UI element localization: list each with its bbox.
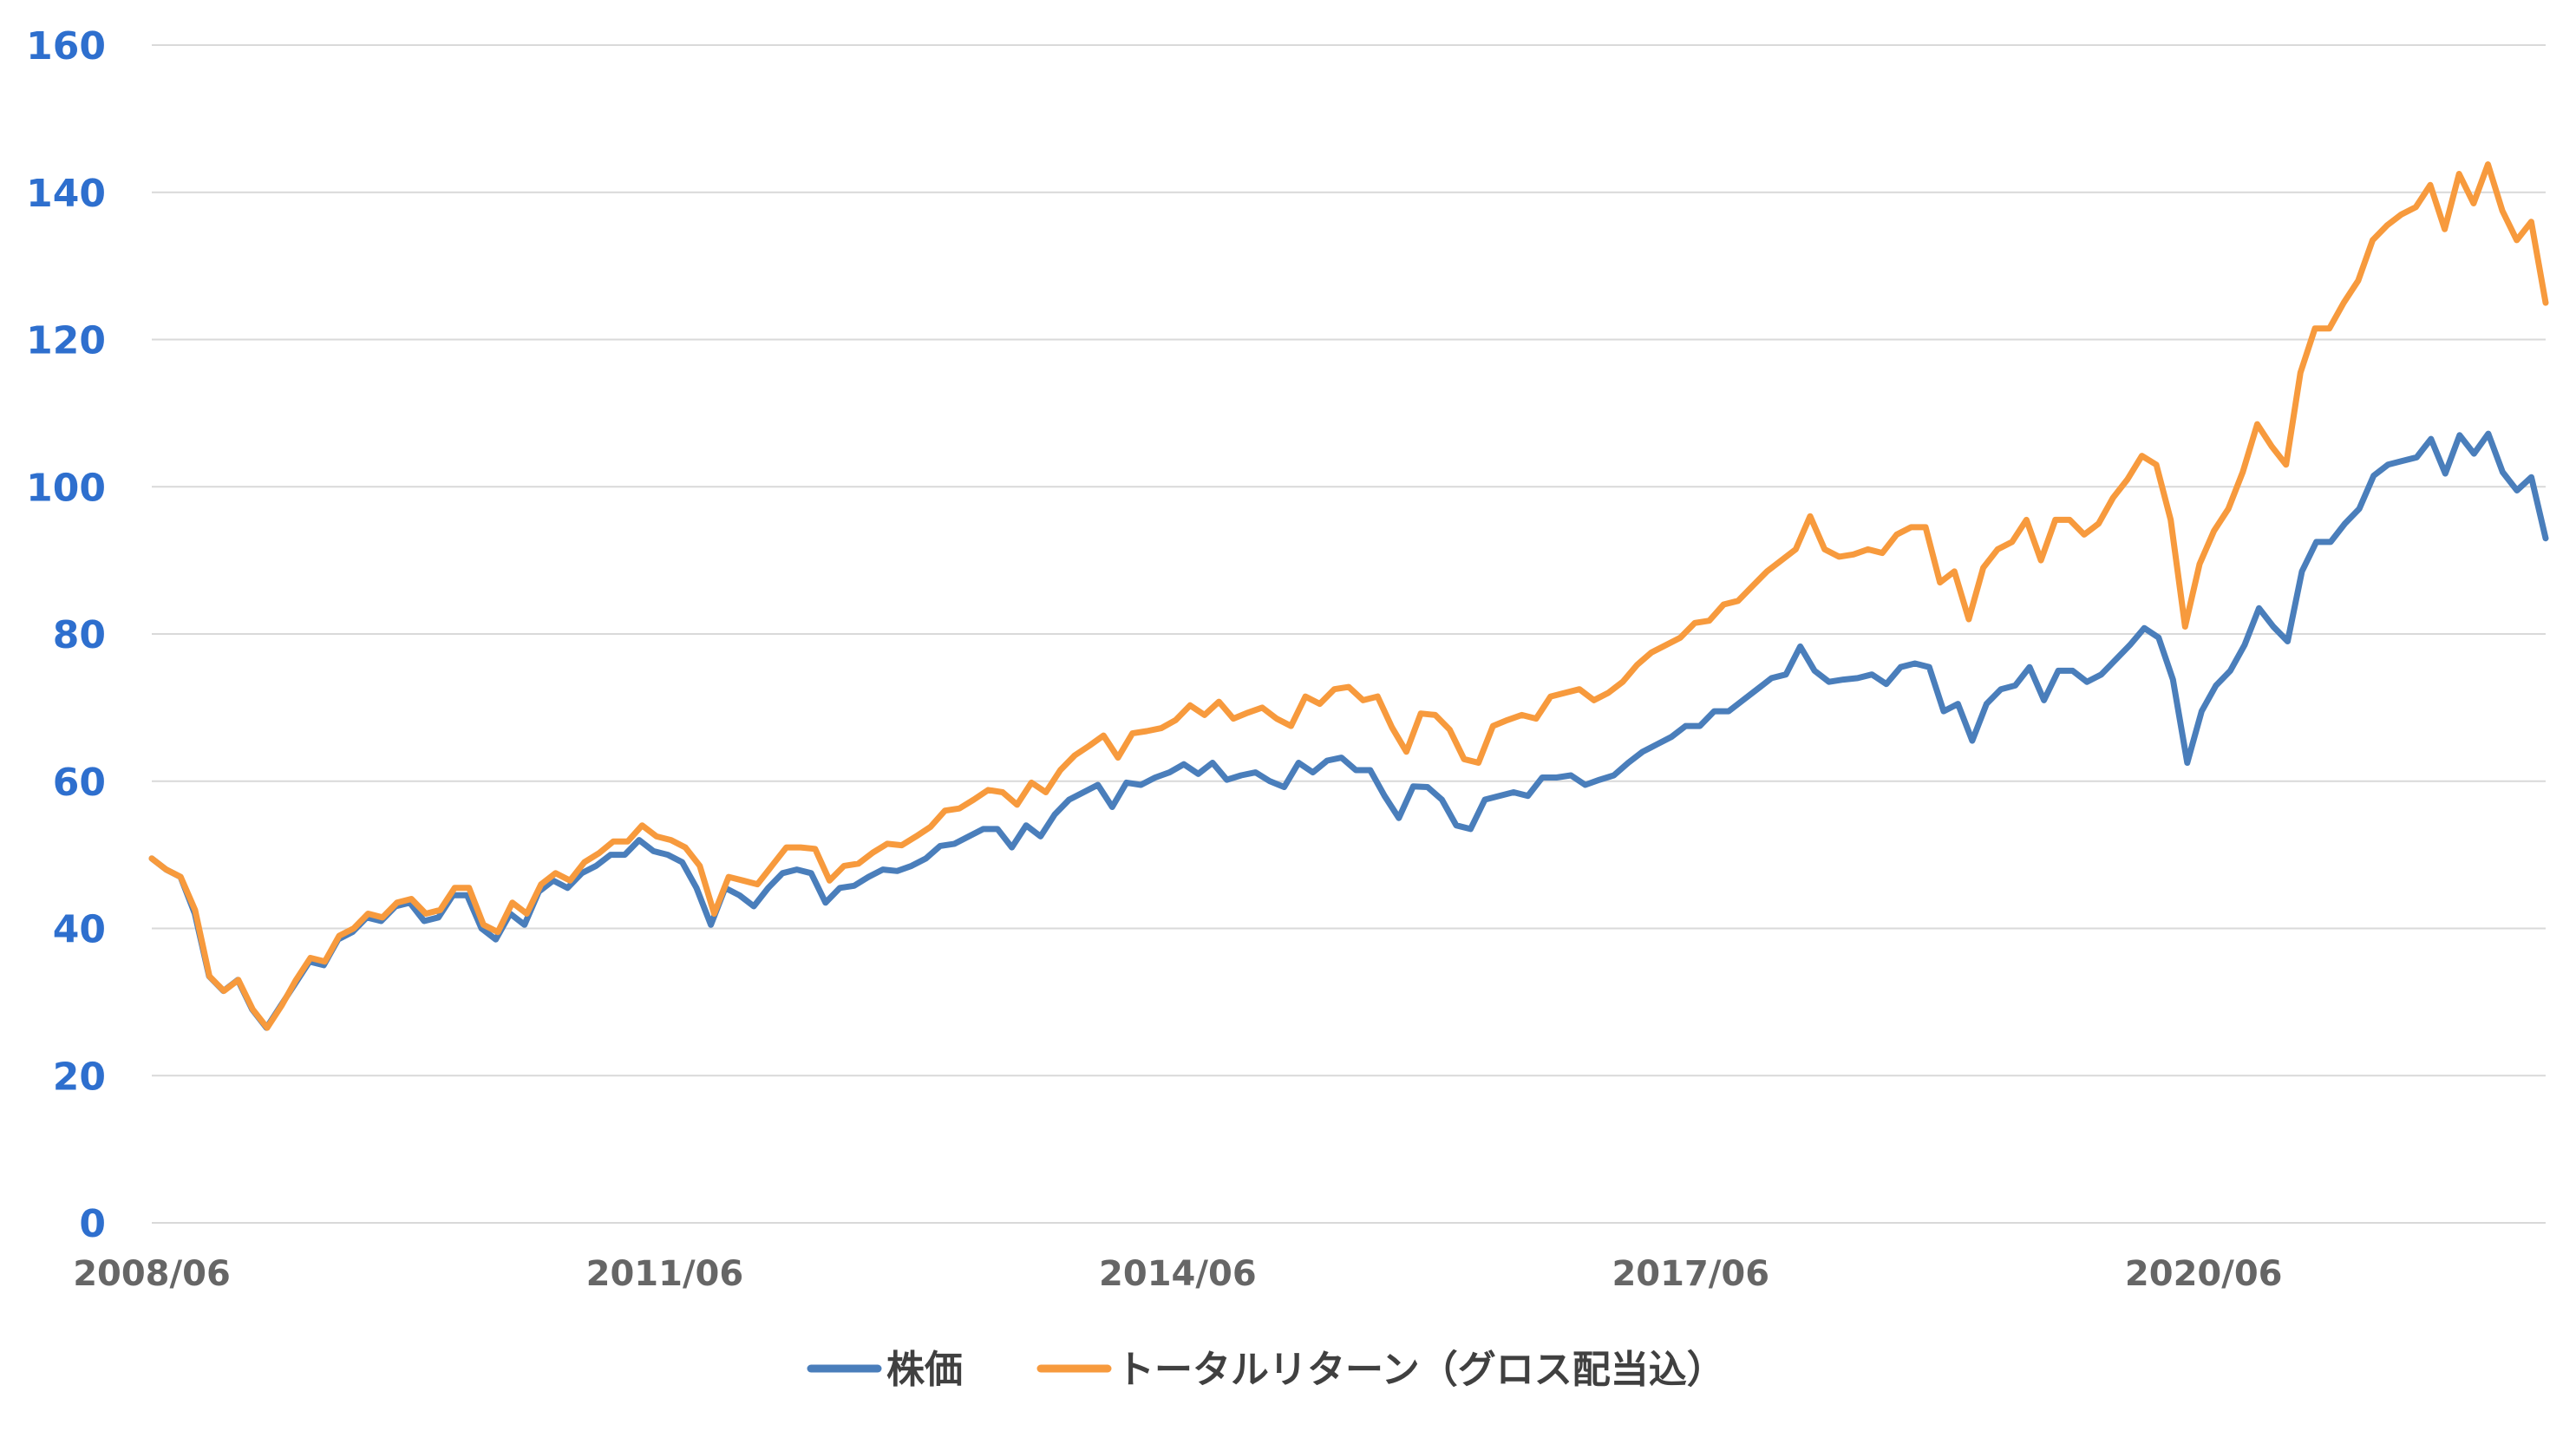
y-tick-label: 20 [53, 1055, 106, 1099]
grid-lines [152, 44, 2546, 1224]
y-tick-label: 140 [26, 172, 106, 216]
series-line-price [148, 430, 2549, 1031]
x-tick-label: 2011/06 [586, 1254, 744, 1294]
y-tick-label: 120 [26, 319, 106, 363]
legend: 株価 トータルリターン（グロス配当込） [807, 1348, 1725, 1392]
series-line-total-return [148, 161, 2549, 1031]
x-axis-ticks: 2008/06 2011/06 2014/06 2017/06 2020/06 [73, 1254, 2282, 1294]
y-tick-label: 100 [26, 466, 106, 510]
y-axis-ticks: 0 20 40 60 80 100 120 140 160 [26, 24, 106, 1246]
y-tick-label: 80 [53, 613, 106, 657]
x-tick-label: 2014/06 [1099, 1254, 1257, 1294]
x-tick-label: 2008/06 [73, 1254, 231, 1294]
x-tick-label: 2020/06 [2125, 1254, 2283, 1294]
legend-label-price: 株価 [886, 1348, 963, 1392]
y-tick-label: 160 [26, 24, 106, 69]
x-tick-label: 2017/06 [1612, 1254, 1769, 1294]
legend-label-total-return: トータルリターン（グロス配当込） [1116, 1348, 1725, 1392]
y-tick-label: 0 [79, 1202, 106, 1246]
series-lines [148, 161, 2549, 1031]
y-tick-label: 40 [53, 908, 106, 952]
y-tick-label: 60 [53, 761, 106, 805]
